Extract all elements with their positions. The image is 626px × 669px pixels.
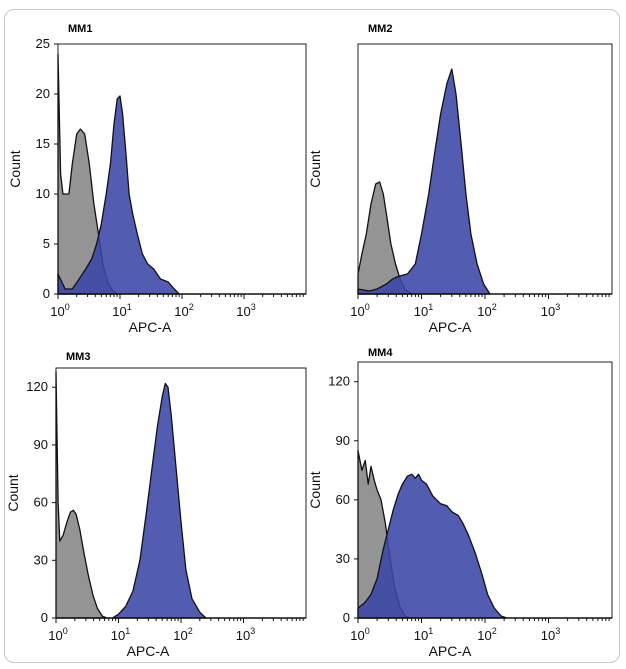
y-axis-label: Count	[5, 474, 21, 511]
x-tick-label: 100	[350, 302, 369, 319]
x-tick-label: 101	[111, 626, 130, 643]
y-tick-label: 25	[36, 36, 50, 51]
x-axis-label: APC-A	[127, 643, 170, 659]
x-tick-label: 101	[414, 626, 433, 643]
y-tick-label: 120	[328, 374, 350, 389]
y-axis-label: Count	[307, 150, 323, 187]
histogram-panel-2: 100 101 102 103 APC-A Count MM2	[307, 23, 613, 335]
y-tick-label: 0	[43, 286, 50, 301]
x-tick-label: 101	[414, 302, 433, 319]
x-tick-label: 102	[477, 626, 496, 643]
x-tick-label: 103	[236, 302, 255, 319]
control-histogram	[55, 371, 108, 619]
y-tick-label: 30	[336, 551, 350, 566]
x-axis-label: APC-A	[129, 319, 172, 335]
sample-histogram	[111, 382, 207, 619]
plot-area	[357, 43, 613, 295]
x-tick-label: 103	[541, 302, 560, 319]
panel-title: MM1	[68, 23, 92, 35]
histogram-panel-3: 0 30 60 90 120 100 101 102 103 APC-A Count MM3	[5, 351, 307, 659]
y-axis-label: Count	[7, 150, 23, 187]
panel-title: MM3	[66, 351, 90, 363]
y-tick-label: 0	[343, 610, 350, 625]
x-tick-label: 102	[174, 302, 193, 319]
histogram-panel-4: 0 30 60 90 120 100 101 102 103 APC-A Count MM4	[307, 347, 613, 659]
x-tick-label: 100	[48, 626, 67, 643]
y-tick-label: 0	[41, 610, 48, 625]
y-tick-label: 90	[34, 437, 48, 452]
panel-title: MM2	[368, 23, 392, 35]
y-tick-label: 15	[36, 136, 50, 151]
y-tick-label: 90	[336, 433, 350, 448]
panel-title: MM4	[368, 347, 393, 359]
y-tick-label: 60	[336, 492, 350, 507]
y-tick-label: 60	[34, 495, 48, 510]
x-axis-label: APC-A	[429, 319, 472, 335]
y-axis-label: Count	[307, 471, 323, 508]
x-tick-label: 102	[477, 302, 496, 319]
x-tick-label: 100	[350, 626, 369, 643]
x-axis-label: APC-A	[429, 643, 472, 659]
x-tick-label: 100	[50, 302, 69, 319]
x-tick-label: 103	[541, 626, 560, 643]
x-tick-label: 101	[112, 302, 131, 319]
x-tick-label: 103	[236, 626, 255, 643]
histogram-panel-1: 0 5 10 15 20 25 100 101 102 103 APC-A Count MM1	[7, 23, 307, 335]
sample-histogram	[357, 473, 508, 619]
y-tick-label: 30	[34, 552, 48, 567]
x-tick-label: 102	[173, 626, 192, 643]
y-tick-label: 120	[26, 379, 48, 394]
y-tick-label: 5	[43, 236, 50, 251]
y-tick-label: 20	[36, 86, 50, 101]
y-tick-label: 10	[36, 186, 50, 201]
sample-histogram	[57, 95, 180, 295]
sample-histogram	[357, 68, 491, 295]
